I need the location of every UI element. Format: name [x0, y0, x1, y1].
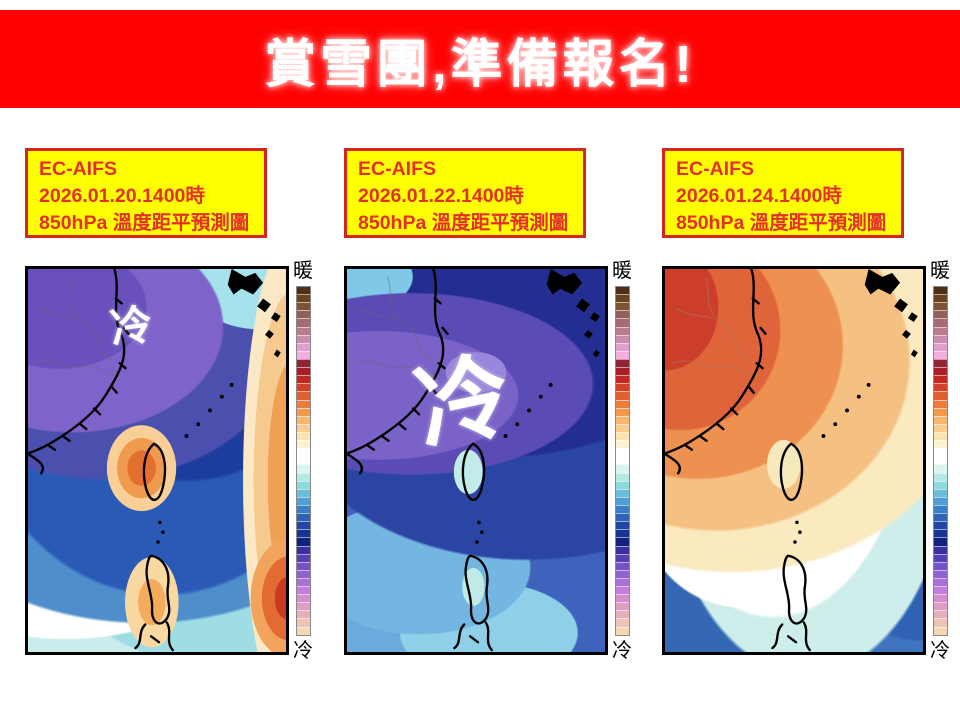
- forecast-label-card-3: EC-AIFS 2026.01.24.1400時 850hPa 溫度距平預測圖: [662, 148, 904, 238]
- colorbar-warm-label: 暖: [930, 260, 950, 282]
- model-name: EC-AIFS: [39, 158, 117, 180]
- valid-time: 2026.01.24.1400時: [676, 184, 842, 207]
- forecast-label-card-2: EC-AIFS 2026.01.22.1400時 850hPa 溫度距平預測圖: [344, 148, 586, 238]
- forecast-panel-1: EC-AIFS 2026.01.20.1400時 850hPa 溫度距平預測圖 …: [25, 148, 325, 668]
- weather-map-1: 冷: [25, 266, 289, 655]
- colorbar-cold-label: 冷: [612, 640, 632, 662]
- weather-map-3: [662, 266, 926, 655]
- coastline-map: [347, 269, 600, 652]
- forecast-panel-3: EC-AIFS 2026.01.24.1400時 850hPa 溫度距平預測圖 …: [662, 148, 960, 668]
- colorbar-warm-label: 暖: [293, 260, 313, 282]
- valid-time: 2026.01.22.1400時: [358, 184, 524, 207]
- weather-map-2: 冷: [344, 266, 608, 655]
- colorbar-column-2: 暖 冷: [607, 259, 637, 663]
- colorbar-cold-label: 冷: [930, 640, 950, 662]
- colorbar: [614, 286, 630, 636]
- colorbar-column-3: 暖 冷: [925, 259, 955, 663]
- headline-banner: 賞雪團,準備報名!: [0, 10, 960, 108]
- chart-type: 850hPa 溫度距平預測圖: [39, 211, 250, 234]
- headline-text: 賞雪團,準備報名!: [264, 35, 696, 94]
- chart-type: 850hPa 溫度距平預測圖: [676, 211, 887, 234]
- colorbar: [295, 286, 311, 636]
- cold-annotation: 冷: [107, 300, 156, 353]
- colorbar-column-1: 暖 冷: [288, 259, 318, 663]
- coastline-map: [28, 269, 281, 652]
- coastline-map: [665, 269, 918, 652]
- colorbar-warm-label: 暖: [612, 260, 632, 282]
- colorbar: [932, 286, 948, 636]
- forecast-panel-2: EC-AIFS 2026.01.22.1400時 850hPa 溫度距平預測圖 …: [344, 148, 644, 668]
- colorbar-cold-label: 冷: [293, 640, 313, 662]
- valid-time: 2026.01.20.1400時: [39, 184, 205, 207]
- model-name: EC-AIFS: [676, 158, 754, 180]
- chart-type: 850hPa 溫度距平預測圖: [358, 211, 569, 234]
- forecast-label-card-1: EC-AIFS 2026.01.20.1400時 850hPa 溫度距平預測圖: [25, 148, 267, 238]
- model-name: EC-AIFS: [358, 158, 436, 180]
